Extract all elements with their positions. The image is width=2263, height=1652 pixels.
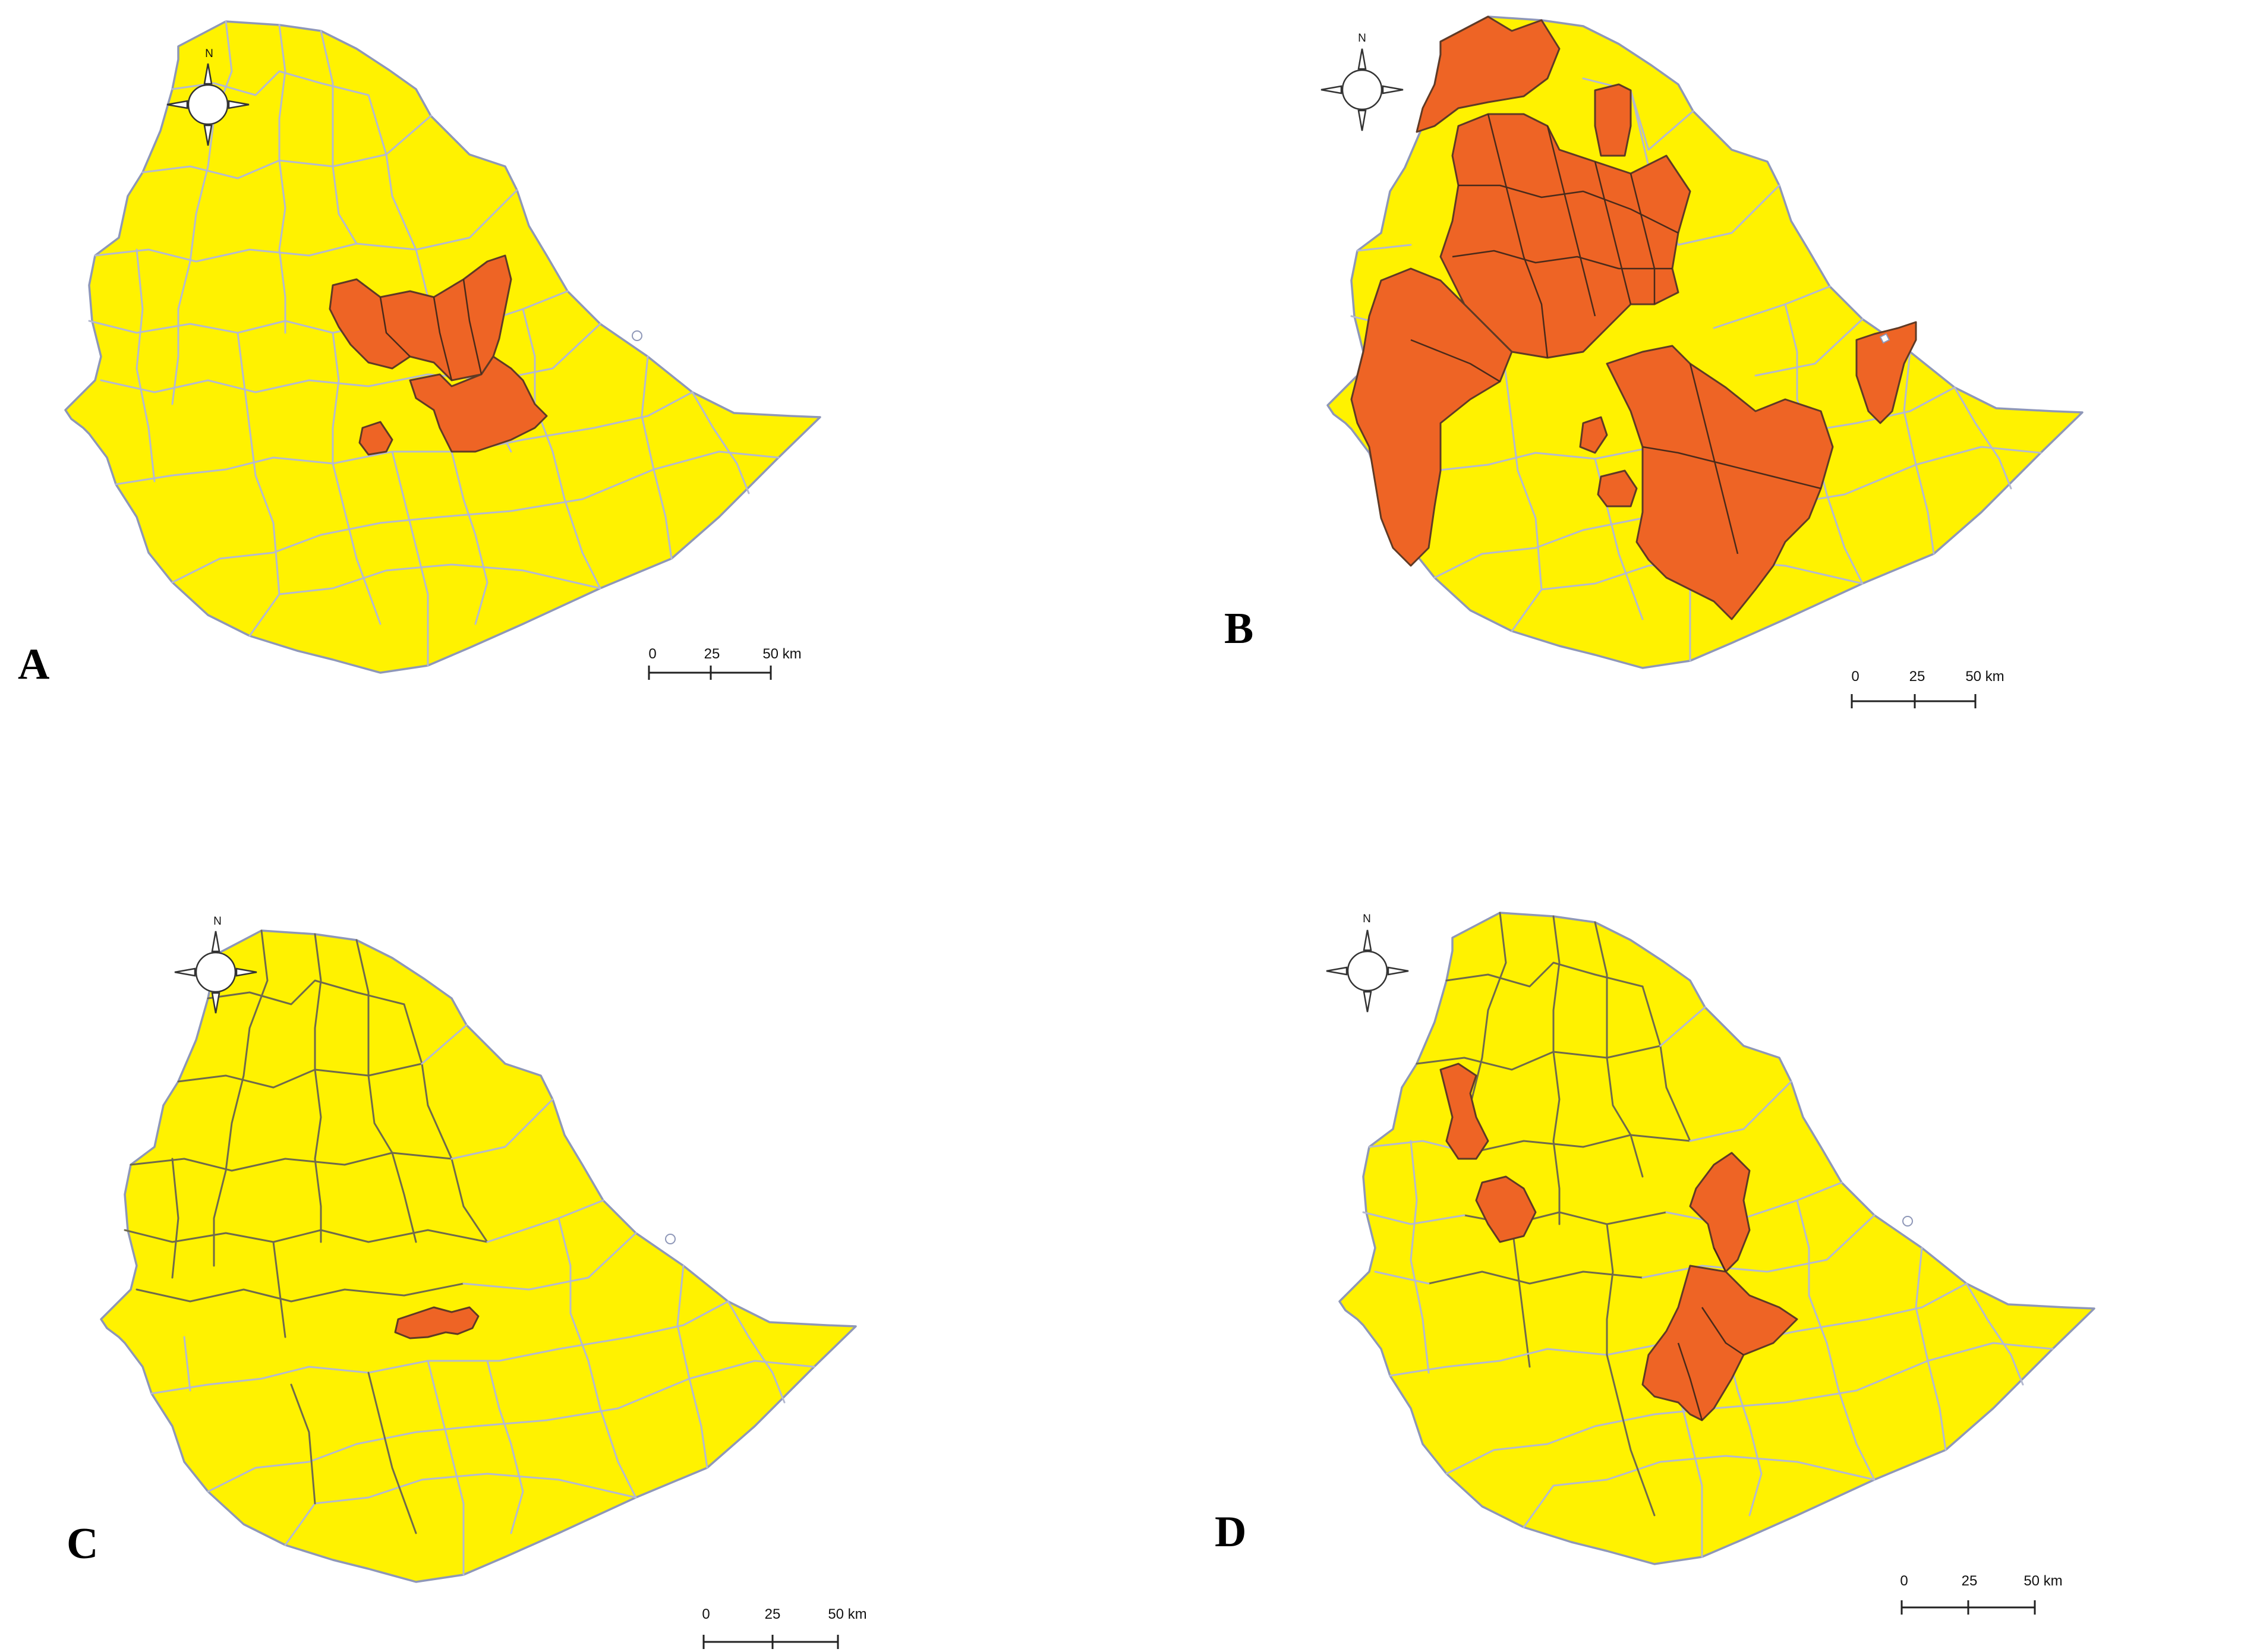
highlight-north-strip [1594,83,1632,157]
panel-letter: A [18,640,49,689]
lake-marker [1902,1216,1913,1227]
scale-label-0: 0 [1851,669,1859,685]
scale-label-0: 0 [1900,1573,1908,1589]
north-label: N [205,48,213,60]
scale-label-0: 0 [702,1606,710,1622]
highlight-central-north [329,254,512,382]
scale-label-25: 25 [765,1606,781,1622]
scale-bar [702,1635,839,1649]
highlighted-districts [394,1306,480,1339]
scale-bar [1851,694,1977,708]
north-label: N [1358,32,1366,45]
highlighted-districts [1439,1063,1798,1421]
highlight-north-west [1416,15,1561,133]
highlight-central-south [1641,1265,1798,1421]
north-label: N [1363,913,1371,925]
north-label: N [213,915,222,928]
highlight-small-center [1579,416,1608,454]
highlight-west-1 [1439,1063,1489,1160]
scale-label-50: 50 km [828,1606,866,1622]
highlight-west [1350,267,1513,567]
map-panel-c: N 0 25 50 km C [0,826,1132,1652]
panel-letter: D [1215,1508,1246,1556]
panel-letter: B [1224,604,1253,653]
scale-label-50: 50 km [762,646,801,662]
compass-rose-icon [1325,929,1410,1013]
map-panel-d: N 0 25 50 km D [1132,826,2263,1652]
scale-label-50: 50 km [2024,1573,2062,1589]
map-c-svg: N 0 25 50 km C [67,915,867,1649]
map-panel-b: N 0 25 50 km B [1132,0,2263,826]
highlight-small-south [1597,469,1638,507]
region-boundaries [124,929,815,1576]
scale-label-25: 25 [704,646,720,662]
map-panel-a: N 0 25 50 km A [0,0,1132,826]
highlight-east [1855,321,1917,424]
highlighted-districts [329,254,548,456]
scale-label-25: 25 [1909,669,1925,685]
lake-marker [632,330,642,341]
region-boundaries [88,20,780,667]
lake-marker [665,1234,676,1244]
scale-label-25: 25 [1962,1573,1978,1589]
highlighted-districts [1350,15,1917,620]
panel-letter: C [67,1519,98,1568]
highlight-central-north [1689,1152,1751,1273]
map-b-svg: N 0 25 50 km B [1224,15,2084,708]
highlight-central-small [394,1306,480,1339]
highlight-small-west [358,421,393,456]
map-d-svg: N 0 25 50 km D [1215,912,2095,1615]
highlight-central-south [409,355,548,453]
scale-label-0: 0 [648,646,656,662]
compass-rose-icon [1320,48,1404,132]
lake-marker [1879,333,1890,344]
scale-bar [648,666,772,680]
highlight-west-2 [1475,1175,1537,1243]
scale-bar [1900,1600,2036,1615]
map-a-svg: N 0 25 50 km A [18,20,821,689]
scale-label-50: 50 km [1965,669,2004,685]
